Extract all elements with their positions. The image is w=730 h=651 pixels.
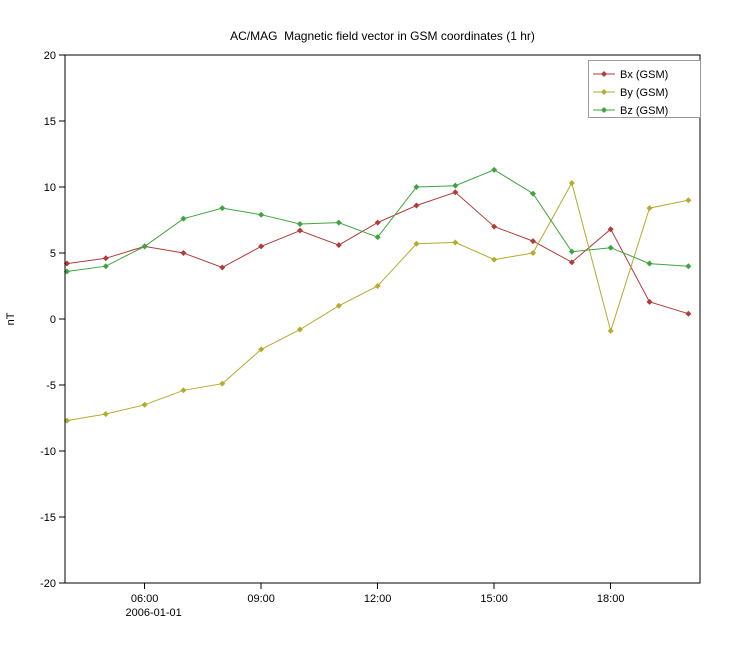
data-point-marker	[374, 234, 381, 241]
y-tick-label: -5	[46, 380, 56, 392]
data-point-marker	[646, 205, 653, 212]
y-axis: -20 -15 -10 -5 0 5 10 15 20 nT	[5, 50, 65, 590]
data-point-marker	[491, 256, 498, 263]
data-point-marker	[568, 248, 575, 255]
data-point-marker	[141, 401, 148, 408]
data-point-marker	[452, 189, 459, 196]
y-tick-label: -20	[40, 578, 56, 590]
y-tick-label: 0	[50, 314, 56, 326]
y-tick-label: 15	[44, 116, 56, 128]
data-point-marker	[180, 215, 187, 222]
data-point-marker	[568, 259, 575, 266]
x-tick-label: 12:00	[364, 593, 392, 605]
data-point-marker	[219, 380, 226, 387]
data-point-marker	[607, 327, 614, 334]
data-point-marker	[335, 242, 342, 249]
data-point-marker	[180, 387, 187, 394]
data-point-marker	[452, 182, 459, 189]
y-tick-label: -10	[40, 446, 56, 458]
data-point-marker	[258, 243, 265, 250]
y-tick-label: 5	[50, 248, 56, 260]
x-tick-label: 15:00	[480, 593, 508, 605]
y-tick-label: 10	[44, 182, 56, 194]
data-point-marker	[685, 310, 692, 317]
y-axis-label: nT	[5, 312, 17, 325]
x-tick-label: 09:00	[247, 593, 275, 605]
data-point-marker	[296, 220, 303, 227]
data-point-marker	[374, 283, 381, 289]
data-point-marker	[685, 197, 692, 204]
data-point-marker	[607, 244, 614, 251]
legend-label: Bz (GSM)	[620, 105, 668, 117]
data-point-marker	[646, 260, 653, 267]
data-point-marker	[529, 250, 536, 256]
data-point-marker	[219, 264, 226, 271]
legend-box	[588, 60, 701, 118]
data-point-marker	[258, 346, 265, 353]
data-point-marker	[296, 227, 303, 234]
data-point-marker	[685, 263, 692, 270]
chart-title: AC/MAG Magnetic field vector in GSM coor…	[230, 29, 535, 43]
data-point-marker	[491, 166, 498, 173]
data-point-marker	[452, 239, 459, 246]
data-point-marker	[413, 240, 420, 247]
x-axis: 06:00 09:00 12:00 15:00 18:00 2006-01-01	[125, 583, 624, 619]
legend-marker-icon	[601, 107, 607, 113]
data-point-marker	[491, 223, 498, 230]
legend-marker-icon	[601, 71, 607, 77]
data-point-marker	[413, 202, 420, 209]
data-point-marker	[335, 219, 342, 226]
series-by-gsm	[63, 180, 692, 424]
x-date-label: 2006-01-01	[125, 607, 181, 619]
data-point-marker	[529, 190, 536, 197]
legend-label: By (GSM)	[620, 87, 668, 99]
legend: Bx (GSM) By (GSM) Bz (GSM)	[588, 60, 701, 118]
data-point-marker	[180, 250, 187, 256]
data-point-marker	[296, 326, 303, 333]
series-line-bx-gsm	[66, 191, 689, 315]
legend-label: Bx (GSM)	[620, 69, 668, 81]
x-tick-label: 18:00	[597, 593, 625, 605]
y-tick-label: 20	[44, 50, 56, 62]
data-point-marker	[102, 263, 109, 270]
data-point-marker	[529, 238, 536, 245]
data-point-marker	[335, 302, 342, 309]
data-point-marker	[646, 298, 653, 305]
series-bx-gsm	[63, 189, 692, 317]
data-point-marker	[607, 226, 614, 233]
data-point-marker	[413, 184, 420, 190]
legend-marker-icon	[601, 89, 607, 95]
data-point-marker	[141, 243, 148, 250]
data-point-marker	[374, 219, 381, 226]
data-point-marker	[258, 211, 265, 218]
x-tick-label: 06:00	[131, 593, 159, 605]
data-point-marker	[219, 205, 226, 212]
y-tick-label: -15	[40, 512, 56, 524]
data-point-marker	[102, 411, 109, 418]
data-point-marker	[568, 180, 575, 187]
plot-border	[64, 54, 701, 584]
series-line-by-gsm	[66, 181, 689, 422]
data-point-marker	[102, 255, 109, 262]
